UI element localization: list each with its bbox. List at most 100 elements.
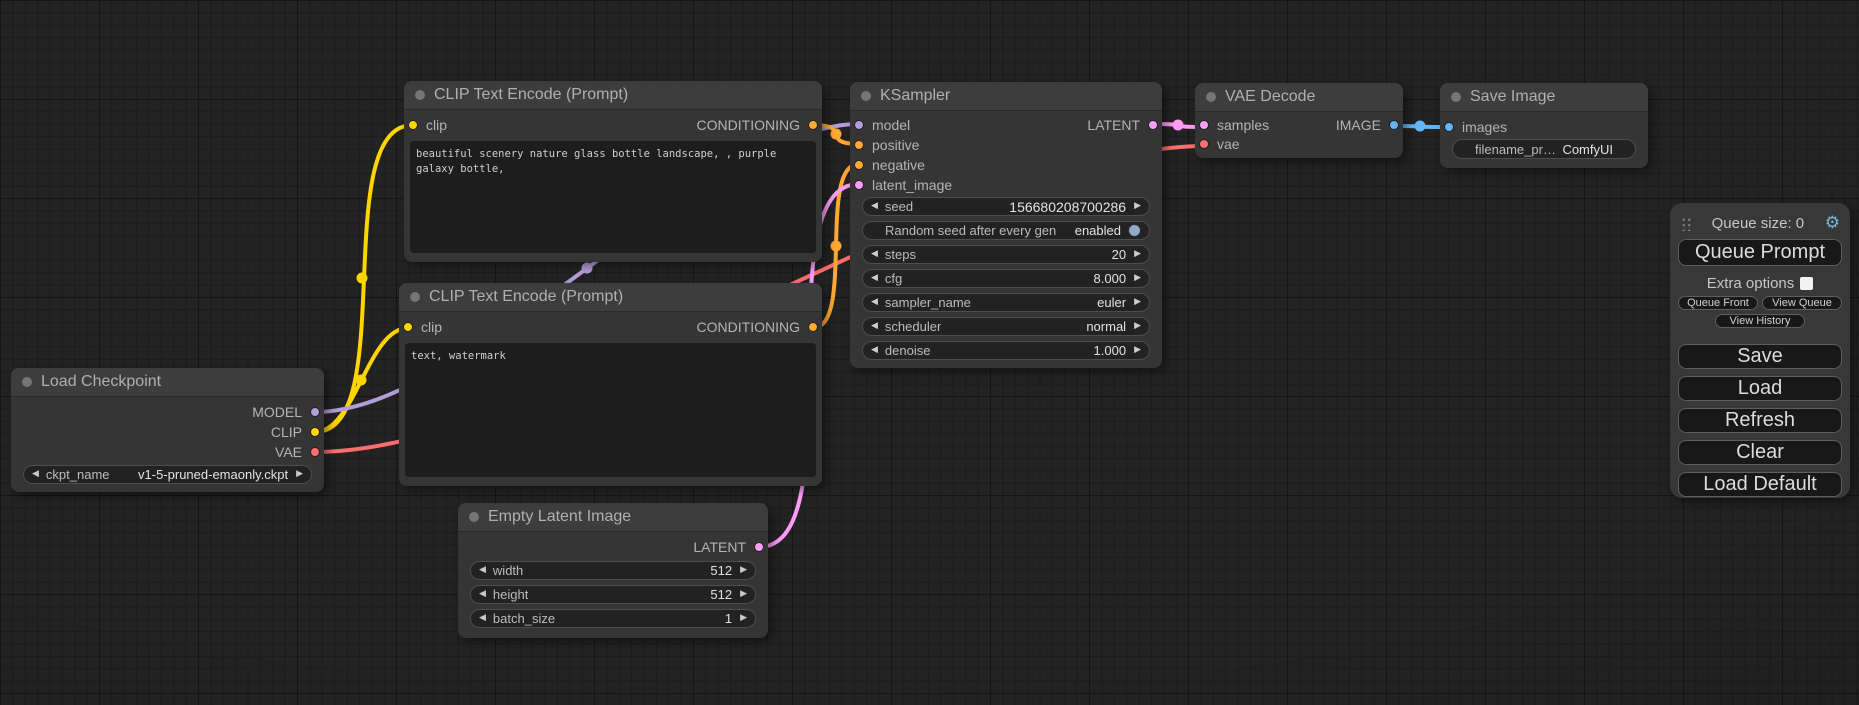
queue-prompt-button[interactable]: Queue Prompt xyxy=(1678,239,1842,266)
increment-arrow-icon[interactable]: ▶ xyxy=(1134,273,1141,283)
node-title-bar[interactable]: Save Image xyxy=(1440,83,1648,112)
increment-arrow-icon[interactable]: ▶ xyxy=(1134,321,1141,331)
decrement-arrow-icon[interactable]: ◀ xyxy=(871,345,878,355)
link-midpoint-dot xyxy=(830,240,842,252)
input-label: samples xyxy=(1217,116,1270,133)
node-status-dot-icon xyxy=(415,90,425,100)
decrement-arrow-icon[interactable]: ◀ xyxy=(479,589,486,599)
increment-arrow-icon[interactable]: ▶ xyxy=(1134,345,1141,355)
cfg-widget[interactable]: ◀ cfg 8.000 ▶ xyxy=(862,269,1150,288)
increment-arrow-icon[interactable]: ▶ xyxy=(1134,297,1141,307)
decrement-arrow-icon[interactable]: ◀ xyxy=(871,201,878,211)
save-button[interactable]: Save xyxy=(1678,344,1842,369)
scheduler-widget[interactable]: ◀ scheduler normal ▶ xyxy=(862,317,1150,336)
clip-output-port[interactable] xyxy=(310,427,320,437)
latent-output-port[interactable] xyxy=(754,542,764,552)
image-output-port[interactable] xyxy=(1389,119,1399,130)
node-ksampler[interactable]: KSampler model LATENT positive negative … xyxy=(850,82,1162,368)
samples-input-port[interactable] xyxy=(1199,119,1209,130)
node-title: VAE Decode xyxy=(1225,88,1316,105)
queue-front-button[interactable]: Queue Front xyxy=(1678,296,1758,310)
node-save-image[interactable]: Save Image images filename_prefix ComfyU… xyxy=(1440,83,1648,168)
random-seed-toggle-widget[interactable]: Random seed after every gen enabled xyxy=(862,221,1150,240)
vae-output-port[interactable] xyxy=(310,447,320,457)
prompt-text-area[interactable]: text, watermark xyxy=(405,343,816,477)
steps-widget[interactable]: ◀ steps 20 ▶ xyxy=(862,245,1150,264)
link-midpoint-dot xyxy=(1172,119,1184,131)
filename-prefix-widget[interactable]: filename_prefix ComfyUI xyxy=(1452,139,1636,159)
node-title-bar[interactable]: Load Checkpoint xyxy=(11,368,324,397)
output-label: CONDITIONING xyxy=(696,117,800,133)
model-input-port[interactable] xyxy=(854,120,864,130)
view-queue-button[interactable]: View Queue xyxy=(1762,296,1842,310)
node-clip-text-encode-positive[interactable]: CLIP Text Encode (Prompt) clip CONDITION… xyxy=(404,81,822,262)
positive-input-port[interactable] xyxy=(854,140,864,150)
node-vae-decode[interactable]: VAE Decode samples IMAGE vae xyxy=(1195,83,1403,158)
link-midpoint-dot xyxy=(581,262,593,274)
toggle-dot-icon[interactable] xyxy=(1128,224,1141,237)
increment-arrow-icon[interactable]: ▶ xyxy=(1134,249,1141,259)
output-label: VAE xyxy=(275,444,302,460)
link-midpoint-dot xyxy=(830,128,842,140)
seed-widget[interactable]: ◀ seed 156680208700286 ▶ xyxy=(862,197,1150,216)
denoise-widget[interactable]: ◀ denoise 1.000 ▶ xyxy=(862,341,1150,360)
latent-output-port[interactable] xyxy=(1148,120,1158,130)
sampler-name-widget[interactable]: ◀ sampler_name euler ▶ xyxy=(862,293,1150,312)
clip-input-port[interactable] xyxy=(408,120,418,130)
node-title-bar[interactable]: CLIP Text Encode (Prompt) xyxy=(404,81,822,110)
decrement-arrow-icon[interactable]: ◀ xyxy=(32,469,39,479)
model-output-port[interactable] xyxy=(310,407,320,417)
node-title-bar[interactable]: KSampler xyxy=(850,82,1162,111)
increment-arrow-icon[interactable]: ▶ xyxy=(740,565,747,575)
input-latent-image: latent_image xyxy=(850,175,1162,195)
queue-panel[interactable]: Queue size: 0 ⚙ Queue Prompt Extra optio… xyxy=(1670,203,1850,498)
node-title-bar[interactable]: Empty Latent Image xyxy=(458,503,768,532)
prompt-text-area[interactable]: beautiful scenery nature glass bottle la… xyxy=(410,141,816,253)
extra-options-checkbox[interactable] xyxy=(1800,277,1814,290)
clear-button[interactable]: Clear xyxy=(1678,440,1842,465)
conditioning-output-port[interactable] xyxy=(808,120,818,130)
increment-arrow-icon[interactable]: ▶ xyxy=(740,613,747,623)
decrement-arrow-icon[interactable]: ◀ xyxy=(479,613,486,623)
node-status-dot-icon xyxy=(410,292,420,302)
conditioning-output-port[interactable] xyxy=(808,322,818,332)
negative-input-port[interactable] xyxy=(854,160,864,170)
increment-arrow-icon[interactable]: ▶ xyxy=(740,589,747,599)
node-empty-latent-image[interactable]: Empty Latent Image LATENT ◀ width 512 ▶ … xyxy=(458,503,768,638)
drag-handle-icon[interactable] xyxy=(1680,215,1691,231)
node-clip-text-encode-negative[interactable]: CLIP Text Encode (Prompt) clip CONDITION… xyxy=(399,283,822,486)
view-history-button[interactable]: View History xyxy=(1715,314,1805,328)
load-button[interactable]: Load xyxy=(1678,376,1842,401)
node-status-dot-icon xyxy=(1451,92,1461,102)
height-widget[interactable]: ◀ height 512 ▶ xyxy=(470,585,756,604)
images-input-port[interactable] xyxy=(1444,121,1454,132)
ckpt-name-widget[interactable]: ◀ ckpt_name v1-5-pruned-emaonly.ckpt ▶ xyxy=(23,465,312,484)
node-title: KSampler xyxy=(880,87,951,104)
clip-input-port[interactable] xyxy=(403,322,413,332)
load-default-button[interactable]: Load Default xyxy=(1678,472,1842,497)
input-images: images xyxy=(1440,117,1648,136)
node-load-checkpoint[interactable]: Load Checkpoint MODEL CLIP VAE ◀ ckpt_na… xyxy=(11,368,324,492)
decrement-arrow-icon[interactable]: ◀ xyxy=(871,273,878,283)
link-midpoint-dot xyxy=(355,374,367,386)
width-widget[interactable]: ◀ width 512 ▶ xyxy=(470,561,756,580)
batch-size-widget[interactable]: ◀ batch_size 1 ▶ xyxy=(470,609,756,628)
node-title-bar[interactable]: VAE Decode xyxy=(1195,83,1403,112)
node-status-dot-icon xyxy=(22,377,32,387)
decrement-arrow-icon[interactable]: ◀ xyxy=(871,297,878,307)
increment-arrow-icon[interactable]: ▶ xyxy=(296,469,303,479)
decrement-arrow-icon[interactable]: ◀ xyxy=(871,321,878,331)
decrement-arrow-icon[interactable]: ◀ xyxy=(479,565,486,575)
latent-image-input-port[interactable] xyxy=(854,180,864,190)
decrement-arrow-icon[interactable]: ◀ xyxy=(871,249,878,259)
vae-input-port[interactable] xyxy=(1199,138,1209,149)
node-title-bar[interactable]: CLIP Text Encode (Prompt) xyxy=(399,283,822,312)
output-model: MODEL xyxy=(11,402,324,422)
refresh-button[interactable]: Refresh xyxy=(1678,408,1842,433)
output-clip: CLIP xyxy=(11,422,324,442)
increment-arrow-icon[interactable]: ▶ xyxy=(1134,201,1141,211)
input-label: clip xyxy=(426,117,448,133)
gear-icon[interactable]: ⚙ xyxy=(1824,212,1840,233)
link-midpoint-dot xyxy=(1414,120,1426,132)
